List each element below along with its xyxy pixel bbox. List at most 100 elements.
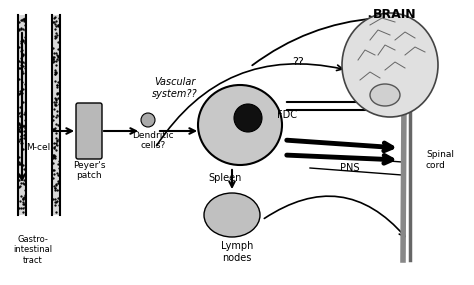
Point bbox=[53, 188, 61, 193]
Point bbox=[21, 188, 29, 192]
Point bbox=[49, 60, 57, 64]
Point bbox=[53, 32, 61, 37]
Point bbox=[21, 126, 29, 131]
Point bbox=[19, 60, 27, 64]
Point bbox=[51, 68, 59, 73]
Text: Gastro-
intestinal
tract: Gastro- intestinal tract bbox=[13, 235, 53, 265]
Point bbox=[21, 204, 29, 209]
Point bbox=[50, 59, 58, 64]
Point bbox=[55, 181, 62, 186]
Point bbox=[18, 130, 25, 134]
Point bbox=[50, 184, 57, 188]
Point bbox=[49, 197, 57, 202]
Point bbox=[18, 40, 25, 45]
Point bbox=[19, 197, 27, 202]
Point bbox=[54, 40, 62, 44]
Point bbox=[54, 55, 62, 59]
Point bbox=[53, 136, 60, 140]
Point bbox=[55, 54, 62, 58]
Point bbox=[18, 173, 26, 178]
Point bbox=[52, 79, 59, 84]
Point bbox=[52, 131, 60, 135]
Point bbox=[51, 153, 58, 157]
Point bbox=[17, 137, 24, 141]
Point bbox=[52, 183, 60, 188]
Ellipse shape bbox=[342, 13, 438, 117]
Point bbox=[16, 126, 23, 131]
Point bbox=[19, 27, 27, 31]
Point bbox=[17, 161, 25, 166]
Point bbox=[50, 54, 57, 59]
Point bbox=[21, 40, 28, 44]
Point bbox=[50, 16, 58, 20]
Ellipse shape bbox=[198, 85, 282, 165]
Point bbox=[21, 172, 29, 176]
Point bbox=[15, 172, 22, 177]
Point bbox=[19, 39, 27, 43]
Point bbox=[18, 140, 26, 145]
Point bbox=[52, 51, 59, 55]
Point bbox=[18, 48, 26, 53]
Point bbox=[16, 185, 23, 189]
Text: ??: ?? bbox=[292, 57, 304, 67]
Point bbox=[55, 46, 62, 51]
Point bbox=[15, 77, 22, 81]
Point bbox=[17, 89, 24, 93]
Point bbox=[18, 18, 25, 22]
Point bbox=[52, 200, 60, 205]
Point bbox=[49, 57, 57, 61]
Point bbox=[50, 56, 57, 61]
Point bbox=[49, 118, 57, 122]
Point bbox=[16, 123, 24, 128]
Point bbox=[55, 113, 63, 118]
Point bbox=[50, 107, 57, 112]
Point bbox=[15, 161, 23, 166]
Point bbox=[50, 55, 58, 60]
Point bbox=[54, 57, 61, 62]
Point bbox=[52, 186, 59, 190]
Point bbox=[22, 61, 29, 66]
Point bbox=[49, 168, 57, 172]
Point bbox=[21, 18, 28, 23]
Point bbox=[54, 123, 62, 127]
Point bbox=[51, 197, 59, 201]
Point bbox=[21, 28, 28, 32]
Point bbox=[54, 173, 62, 177]
Point bbox=[55, 173, 63, 178]
Point bbox=[51, 155, 58, 159]
Text: Spinal
cord: Spinal cord bbox=[426, 150, 454, 170]
Point bbox=[51, 15, 59, 19]
Point bbox=[21, 23, 28, 27]
Ellipse shape bbox=[204, 193, 260, 237]
Point bbox=[50, 146, 57, 151]
Point bbox=[21, 16, 28, 21]
FancyBboxPatch shape bbox=[76, 103, 102, 159]
Point bbox=[51, 51, 58, 55]
Point bbox=[16, 122, 23, 127]
Point bbox=[17, 91, 24, 95]
Point bbox=[53, 82, 61, 87]
Point bbox=[16, 92, 23, 96]
Bar bbox=[52, 15, 60, 215]
Point bbox=[18, 27, 25, 31]
Point bbox=[51, 96, 58, 100]
Point bbox=[21, 41, 29, 45]
Text: Spleen: Spleen bbox=[208, 173, 242, 183]
Point bbox=[19, 146, 27, 151]
Point bbox=[20, 181, 27, 186]
Point bbox=[50, 172, 58, 176]
Point bbox=[53, 59, 60, 64]
Point bbox=[20, 195, 27, 200]
Point bbox=[52, 24, 60, 28]
Point bbox=[17, 141, 25, 145]
Point bbox=[19, 17, 27, 21]
Point bbox=[55, 166, 63, 171]
Point bbox=[52, 122, 59, 127]
Point bbox=[51, 27, 59, 31]
Point bbox=[21, 35, 28, 40]
Point bbox=[52, 99, 60, 104]
Point bbox=[16, 125, 24, 129]
Text: PNS: PNS bbox=[340, 163, 359, 173]
Point bbox=[52, 209, 60, 214]
Point bbox=[51, 200, 58, 205]
